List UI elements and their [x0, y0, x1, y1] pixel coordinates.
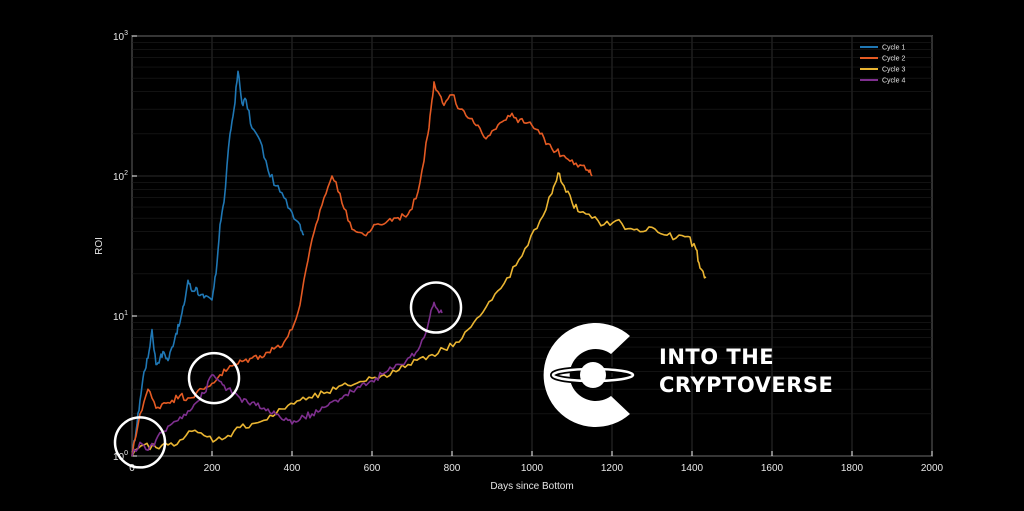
x-tick-label: 2000 [921, 463, 944, 474]
brand-line-1: INTO THE [659, 345, 775, 369]
legend-label-2: Cycle 2 [882, 56, 905, 63]
x-tick-label: 600 [364, 463, 381, 474]
cryptoverse-logo-icon [543, 323, 636, 427]
highlight-circle-3 [409, 281, 463, 334]
y-tick-label: 101 [113, 310, 128, 323]
x-axis-ticks: 0 200 400 600 800 1000 1200 1400 1600 1800 2000 [129, 451, 944, 474]
x-axis-label: Days since Bottom [490, 481, 573, 492]
x-tick-label: 1800 [841, 463, 864, 474]
x-tick-label: 1000 [521, 463, 544, 474]
x-tick-label: 800 [444, 463, 461, 474]
x-tick-label: 1200 [601, 463, 624, 474]
y-tick-label: 102 [113, 170, 128, 183]
legend-label-3: Cycle 3 [882, 67, 905, 74]
brand-watermark: INTO THE CRYPTOVERSE [535, 316, 865, 434]
series-lines [131, 70, 707, 457]
highlight-circle-2 [187, 351, 241, 405]
highlight-circle-1 [113, 416, 167, 469]
highlight-circles [113, 281, 463, 469]
x-tick-label: 1400 [681, 463, 704, 474]
legend-label-4: Cycle 4 [882, 78, 905, 85]
legend-label-1: Cycle 1 [882, 45, 905, 52]
grid-lines [131, 35, 933, 457]
legend: Cycle 1 Cycle 2 Cycle 3 Cycle 4 [860, 45, 905, 85]
x-tick-label: 1600 [761, 463, 784, 474]
series-line-3 [131, 172, 707, 457]
x-tick-label: 0 [129, 463, 135, 474]
y-axis-label: ROI [94, 237, 105, 255]
series-line-1 [131, 70, 305, 457]
series-line-2 [131, 81, 593, 457]
x-tick-label: 200 [204, 463, 221, 474]
x-tick-label: 400 [284, 463, 301, 474]
y-tick-label: 103 [113, 30, 128, 43]
brand-line-2: CRYPTOVERSE [659, 373, 834, 397]
series-line-4 [131, 301, 443, 457]
